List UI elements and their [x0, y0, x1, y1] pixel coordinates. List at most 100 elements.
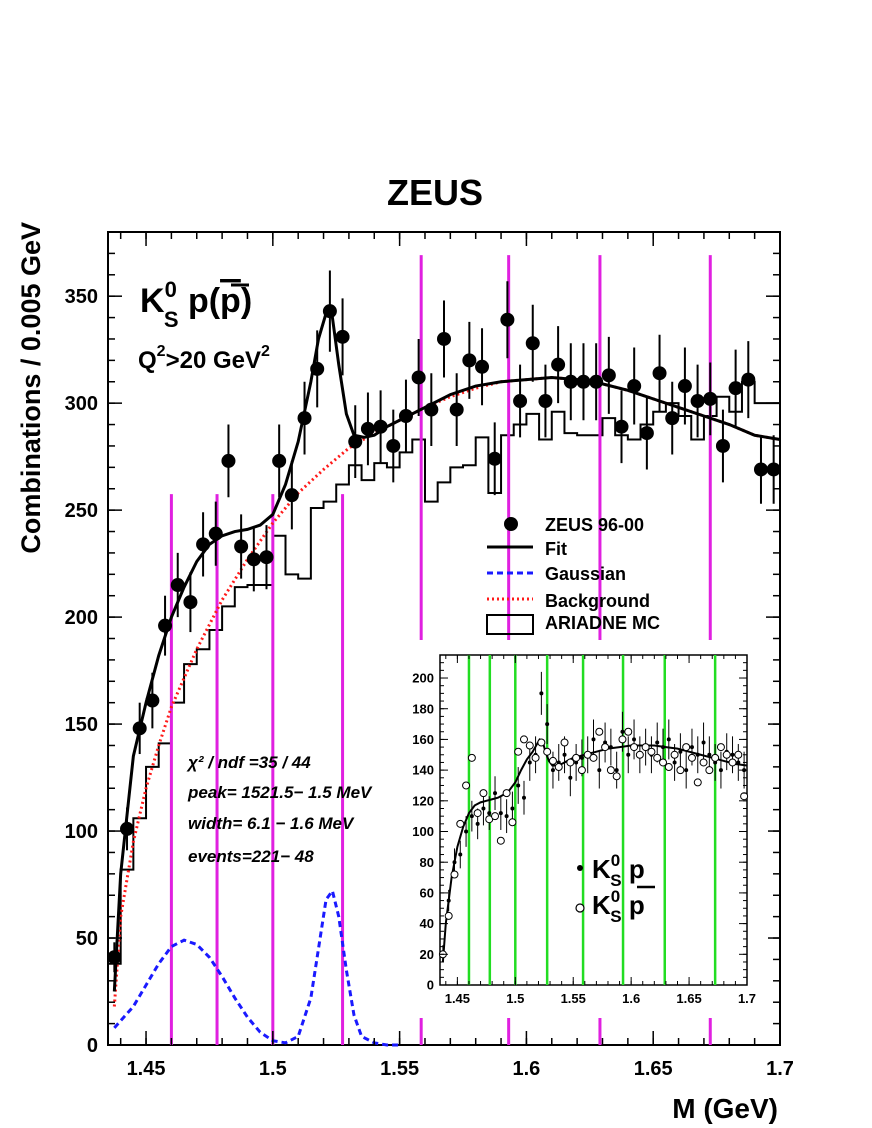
main-axes: 1.45 1.5 1.55 1.6 1.65 1.70501001502002503003… — [65, 231, 794, 1080]
data-point — [703, 391, 718, 406]
data-point — [741, 372, 756, 387]
x-tick-label: 1.55 — [561, 991, 586, 1006]
inset-point-p — [620, 729, 625, 734]
inset-point-pbar — [647, 747, 656, 756]
legend-label-gaussian: Gaussian — [545, 564, 626, 584]
inset-point-p — [626, 752, 631, 757]
inset-point-pbar — [589, 753, 598, 762]
inset-point-pbar — [548, 756, 557, 765]
x-tick-label: 1.5 — [259, 1058, 287, 1080]
inset-point-p — [678, 749, 683, 754]
legend-label-data: ZEUS 96-00 — [545, 515, 644, 535]
fit-stat-peak: peak= 1521.5− 1.5 MeV — [187, 783, 373, 802]
data-point — [601, 368, 616, 383]
inset-point-p — [666, 737, 671, 742]
data-point — [551, 357, 566, 372]
inset-point-p — [527, 760, 532, 765]
inset-point-p — [504, 814, 509, 819]
inset-point-pbar — [653, 753, 662, 762]
inset-point-pbar — [519, 735, 528, 744]
inset-point-p — [632, 737, 637, 742]
data-point — [246, 552, 261, 567]
inset-point-pbar — [554, 763, 563, 772]
data-point — [158, 618, 173, 633]
data-point — [449, 402, 464, 417]
inset-point-pbar — [624, 727, 633, 736]
data-point — [310, 361, 325, 376]
data-point — [766, 462, 781, 477]
inset-point-pbar — [508, 818, 517, 827]
inset-point-pbar — [473, 809, 482, 818]
y-tick-label: 200 — [412, 671, 434, 686]
inset-point-pbar — [734, 750, 743, 759]
data-point — [614, 419, 629, 434]
inset-point-p — [730, 752, 735, 757]
inset-point-p — [707, 752, 712, 757]
ariadne-mc-histogram — [107, 380, 780, 1045]
data-point — [170, 578, 185, 593]
inset-point-pbar — [682, 743, 691, 752]
y-tick-label: 150 — [65, 714, 98, 736]
inset-point-pbar — [595, 727, 604, 736]
inset-point-pbar — [566, 758, 575, 767]
data-point — [386, 438, 401, 453]
y-tick-label: 0 — [427, 978, 434, 993]
inset-point-p — [568, 775, 573, 780]
inset-legend: K0 S p K0 S p — [575, 851, 655, 926]
inset-point-p — [469, 814, 474, 819]
inset-point-pbar — [687, 753, 696, 762]
x-tick-label: 1.7 — [738, 991, 756, 1006]
x-tick-label: 1.45 — [445, 991, 470, 1006]
data-point — [398, 408, 413, 423]
inset-legend-marker-pbar — [575, 903, 585, 913]
inset-legend-label-pbar: K0 S p — [592, 887, 645, 926]
inset-point-p — [464, 829, 469, 834]
inset-point-p — [718, 768, 723, 773]
data-point — [589, 374, 604, 389]
inset-point-pbar — [699, 758, 708, 767]
inset-point-p — [550, 768, 555, 773]
y-tick-label: 50 — [76, 928, 98, 950]
y-tick-label: 120 — [412, 793, 434, 808]
data-point — [538, 394, 553, 409]
inset-point-pbar — [531, 753, 540, 762]
legend-label-background: Background — [545, 591, 650, 611]
reaction-label: K0 S p(p) — [140, 277, 252, 332]
y-tick-label: 200 — [65, 607, 98, 629]
data-point — [513, 394, 528, 409]
inset-point-pbar — [740, 792, 749, 801]
data-point — [234, 539, 249, 554]
y-tick-label: 100 — [412, 824, 434, 839]
inset-point-pbar — [444, 911, 453, 920]
x-tick-label: 1.65 — [634, 1058, 673, 1080]
inset-point-p — [736, 760, 741, 765]
data-point — [272, 453, 287, 468]
main-plot-area — [107, 255, 781, 1047]
fit-stat-width: width= 6.1 − 1.6 MeV — [188, 814, 355, 833]
inset-point-pbar — [572, 753, 581, 762]
inset-legend-marker-p — [577, 865, 583, 871]
inset-point-p — [475, 821, 480, 826]
data-point — [259, 550, 274, 565]
legend-marker-mc — [486, 614, 534, 635]
data-point — [183, 595, 198, 610]
inset-point-p — [655, 740, 660, 745]
data-point — [284, 488, 299, 503]
x-tick-label: 1.45 — [127, 1058, 166, 1080]
inset-point-pbar — [664, 763, 673, 772]
inset-point-pbar — [641, 743, 650, 752]
inset-point-p — [684, 768, 689, 773]
inset-point-pbar — [693, 778, 702, 787]
data-point — [500, 312, 515, 327]
data-point — [335, 329, 350, 344]
chart-title: ZEUS — [387, 172, 483, 213]
legend: ZEUS 96-00 Fit Gaussian Background ARIAD… — [486, 515, 660, 635]
data-point — [221, 453, 236, 468]
data-point — [437, 331, 451, 346]
data-point — [348, 434, 363, 449]
inset-point-p — [493, 791, 498, 796]
y-tick-label: 40 — [420, 916, 434, 931]
data-point — [196, 537, 211, 552]
inset-point-p — [545, 722, 550, 727]
